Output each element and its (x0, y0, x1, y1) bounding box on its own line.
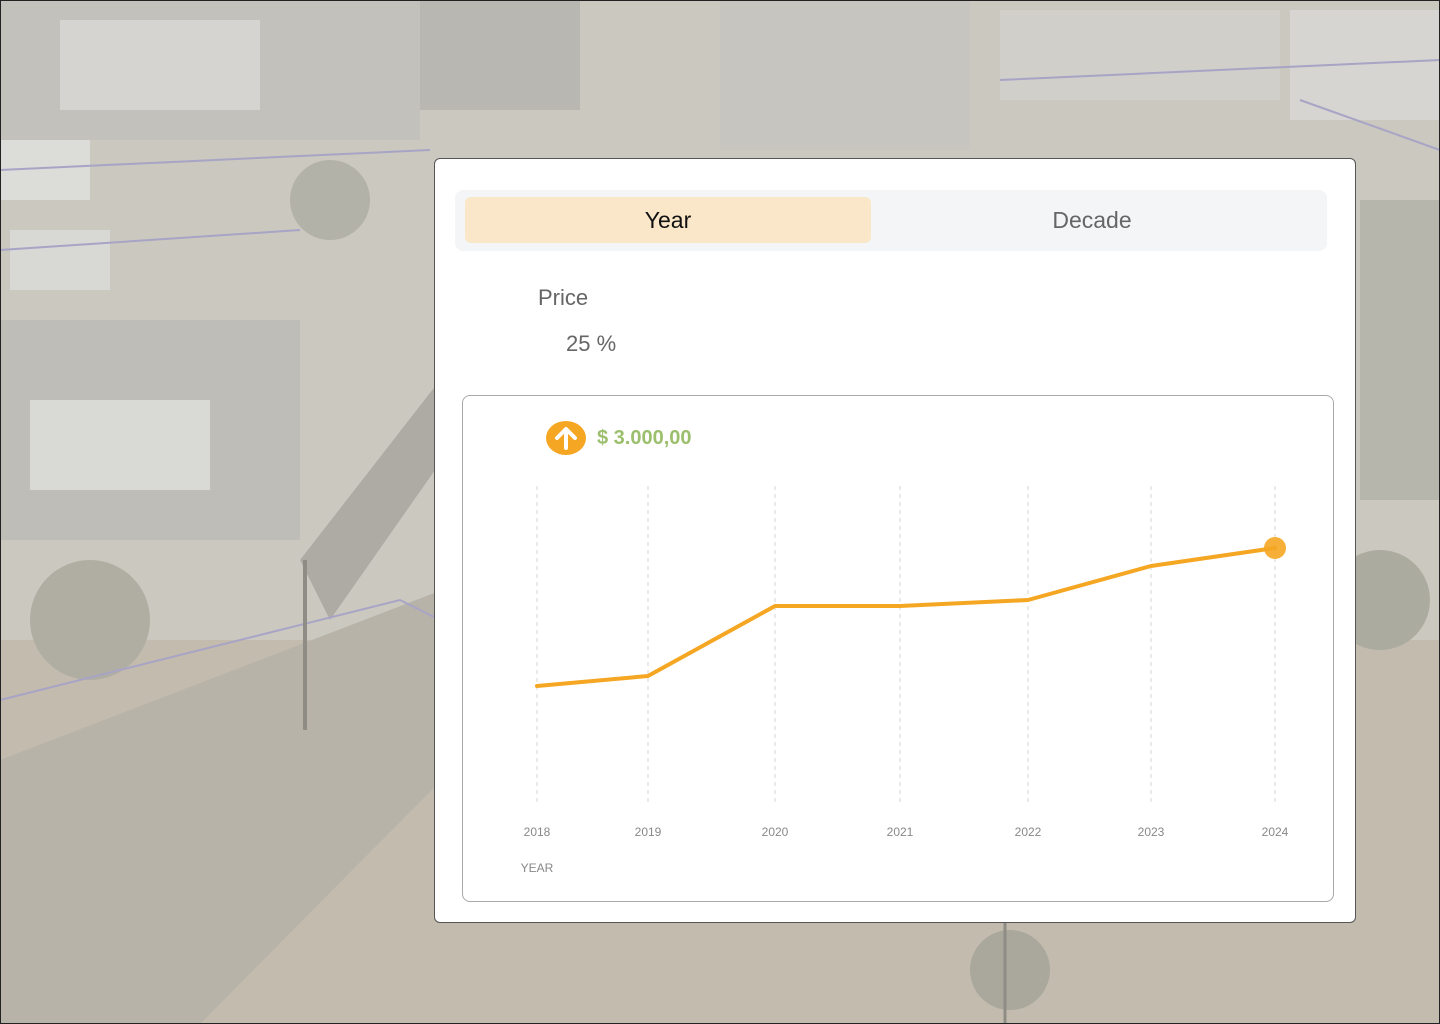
price-line-chart: 2018 2019 2020 2021 2022 2023 2024 YEAR (521, 486, 1289, 875)
x-tick-label: 2018 (524, 825, 551, 839)
x-tick-label: 2020 (762, 825, 789, 839)
tab-year[interactable]: Year (465, 197, 871, 243)
price-series-line (535, 546, 1277, 688)
price-amount: $ 3.000,00 (597, 427, 692, 449)
x-tick-label: 2024 (1262, 825, 1289, 839)
chart-card: $ 3.000,00 2018 2019 2020 2021 2022 2023 2024 Y… (462, 395, 1334, 902)
metric-label: Price (538, 285, 589, 310)
metric-value: 25 % (566, 331, 617, 356)
x-tick-label: 2021 (887, 825, 914, 839)
tab-decade[interactable]: Decade (889, 197, 1295, 243)
last-data-point (1264, 537, 1286, 559)
period-toggle: Year Decade (455, 190, 1327, 251)
price-trend-panel: Year Decade Price 25 % $ 3.000,00 2018 20… (434, 158, 1356, 923)
x-tick-label: 2022 (1015, 825, 1042, 839)
x-axis-title: YEAR (521, 861, 554, 875)
x-tick-label: 2019 (635, 825, 662, 839)
x-tick-label: 2023 (1138, 825, 1165, 839)
arrow-up-icon (546, 421, 586, 455)
